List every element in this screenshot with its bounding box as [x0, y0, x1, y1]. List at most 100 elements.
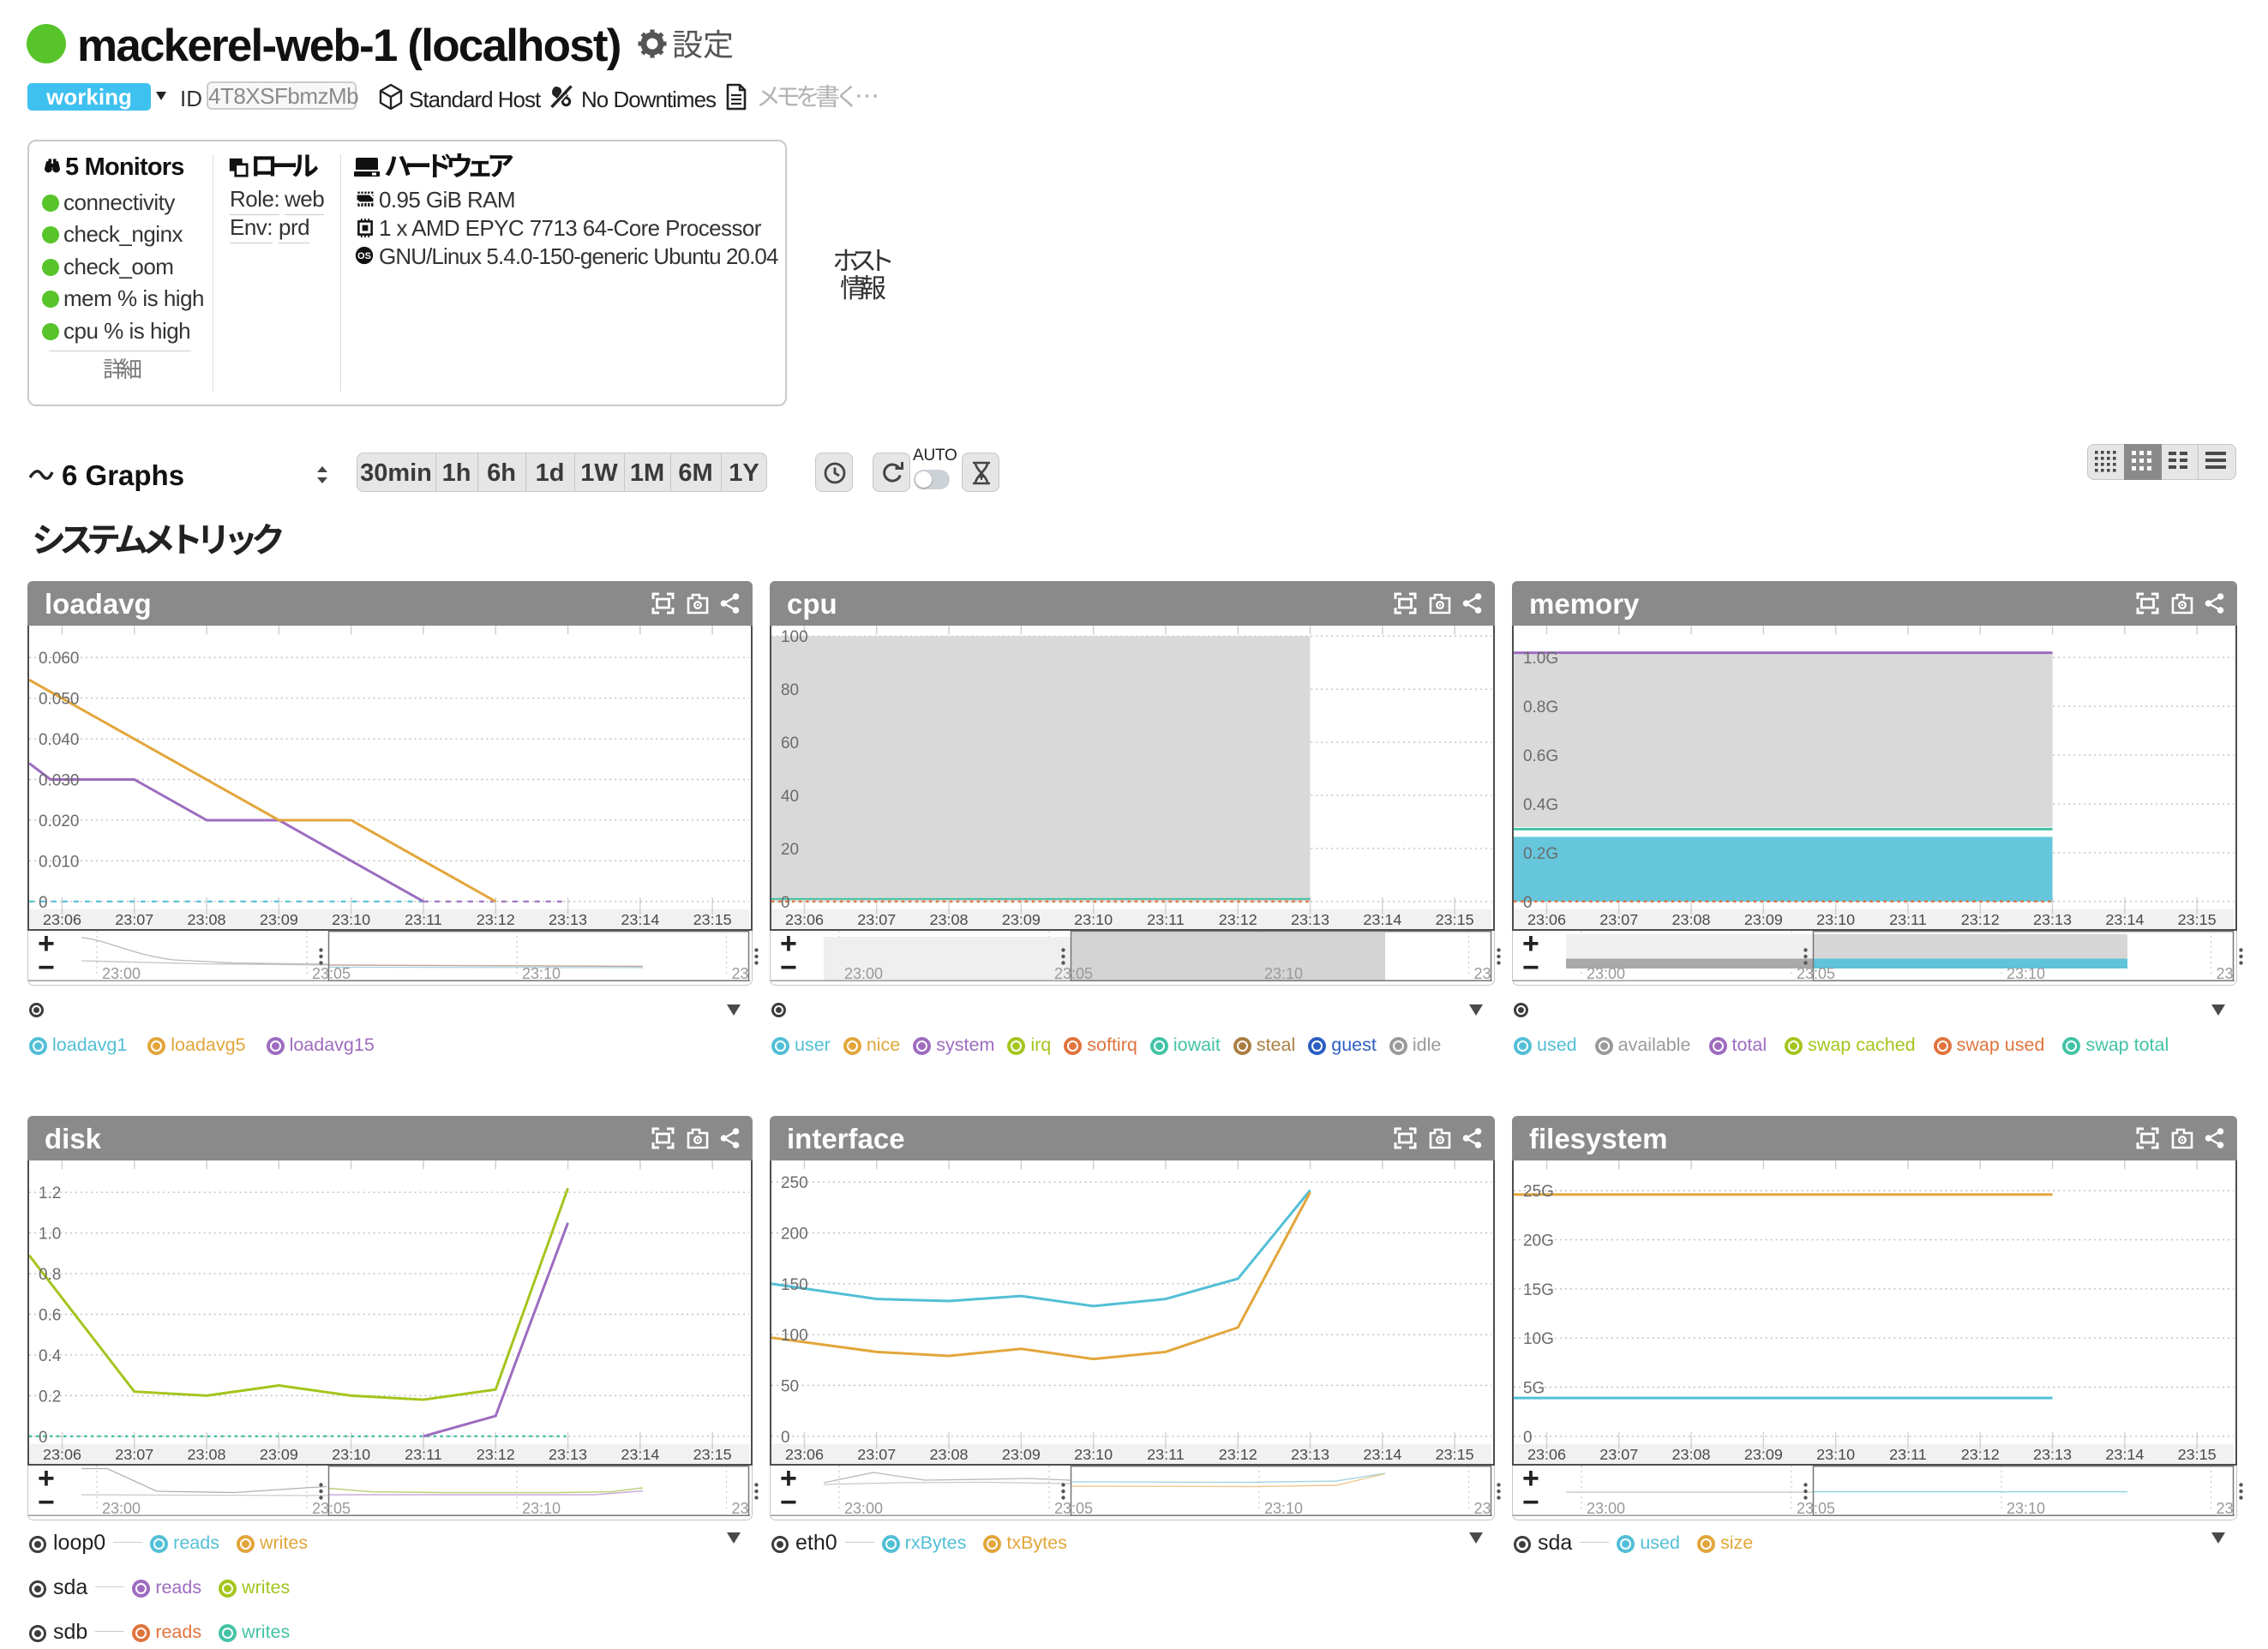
svg-text:23:13: 23:13: [1291, 1446, 1329, 1463]
svg-text:23:14: 23:14: [1363, 911, 1401, 928]
svg-text:23:12: 23:12: [477, 1446, 515, 1463]
svg-text:23:10: 23:10: [1816, 1446, 1855, 1463]
svg-text:23:09: 23:09: [1744, 1446, 1783, 1463]
svg-text:60: 60: [781, 735, 799, 753]
svg-text:23:15: 23:15: [2178, 911, 2217, 928]
svg-text:200: 200: [781, 1226, 808, 1244]
svg-text:0.8: 0.8: [39, 1266, 61, 1284]
svg-text:23:00: 23:00: [1587, 965, 1625, 982]
svg-text:20: 20: [781, 841, 799, 859]
svg-text:23:10: 23:10: [1264, 1500, 1303, 1517]
svg-text:23:06: 23:06: [1527, 911, 1566, 928]
svg-text:23:00: 23:00: [844, 965, 883, 982]
svg-text:23:10: 23:10: [1074, 1446, 1113, 1463]
svg-text:23:11: 23:11: [405, 911, 442, 928]
svg-text:23:10: 23:10: [1264, 965, 1303, 982]
svg-text:150: 150: [781, 1276, 808, 1294]
svg-text:23:09: 23:09: [260, 1446, 298, 1463]
svg-text:23:07: 23:07: [115, 1446, 153, 1463]
svg-text:23:12: 23:12: [1219, 911, 1257, 928]
svg-text:0: 0: [781, 894, 790, 912]
svg-text:23:10: 23:10: [332, 911, 370, 928]
svg-text:23:10: 23:10: [1074, 911, 1113, 928]
svg-text:23:05: 23:05: [1797, 1500, 1835, 1517]
svg-text:0.6: 0.6: [39, 1306, 61, 1324]
svg-text:23:14: 23:14: [621, 1446, 659, 1463]
svg-text:23:08: 23:08: [930, 911, 969, 928]
svg-text:23:12: 23:12: [1961, 1446, 2000, 1463]
svg-text:23:05: 23:05: [1054, 1500, 1093, 1517]
svg-text:0.6G: 0.6G: [1523, 747, 1558, 765]
svg-text:40: 40: [781, 788, 799, 806]
svg-text:20G: 20G: [1523, 1232, 1554, 1250]
svg-text:0.010: 0.010: [39, 853, 79, 871]
svg-text:23:08: 23:08: [188, 1446, 226, 1463]
svg-text:23:08: 23:08: [188, 911, 226, 928]
svg-text:23:10: 23:10: [2007, 965, 2045, 982]
svg-text:23:05: 23:05: [1797, 965, 1835, 982]
svg-text:0: 0: [39, 1429, 48, 1447]
svg-text:23:14: 23:14: [2105, 911, 2144, 928]
svg-text:23:15: 23:15: [1436, 911, 1474, 928]
svg-text:23:08: 23:08: [1672, 1446, 1711, 1463]
svg-text:23: 23: [732, 965, 749, 982]
svg-text:23:10: 23:10: [2007, 1500, 2045, 1517]
svg-text:0.020: 0.020: [39, 813, 79, 830]
svg-text:23:06: 23:06: [785, 1446, 824, 1463]
svg-text:23:07: 23:07: [115, 911, 153, 928]
svg-text:23:07: 23:07: [857, 911, 896, 928]
svg-text:23:05: 23:05: [1054, 965, 1093, 982]
svg-text:23:11: 23:11: [405, 1446, 442, 1463]
svg-text:0.2G: 0.2G: [1523, 845, 1558, 863]
svg-text:0.060: 0.060: [39, 650, 79, 668]
svg-text:23:11: 23:11: [1147, 911, 1185, 928]
svg-text:1.0: 1.0: [39, 1226, 61, 1244]
svg-text:23:08: 23:08: [930, 1446, 969, 1463]
svg-text:23:05: 23:05: [312, 1500, 351, 1517]
svg-text:5G: 5G: [1523, 1379, 1545, 1397]
svg-text:23:10: 23:10: [1816, 911, 1855, 928]
svg-text:23:12: 23:12: [1961, 911, 2000, 928]
svg-text:23:15: 23:15: [693, 911, 732, 928]
svg-text:0.2: 0.2: [39, 1388, 61, 1406]
svg-text:0.4: 0.4: [39, 1347, 61, 1365]
svg-text:25G: 25G: [1523, 1183, 1554, 1201]
svg-text:23:12: 23:12: [1219, 1446, 1257, 1463]
svg-text:23:05: 23:05: [312, 965, 351, 982]
svg-text:23:11: 23:11: [1889, 1446, 1927, 1463]
svg-text:23:13: 23:13: [2033, 1446, 2072, 1463]
svg-text:23:14: 23:14: [2105, 1446, 2144, 1463]
svg-text:OS: OS: [357, 251, 371, 261]
svg-text:23:10: 23:10: [332, 1446, 370, 1463]
svg-text:23:15: 23:15: [2178, 1446, 2217, 1463]
svg-text:250: 250: [781, 1174, 808, 1192]
svg-text:23:09: 23:09: [260, 911, 298, 928]
svg-text:23:09: 23:09: [1744, 911, 1783, 928]
svg-text:23:09: 23:09: [1002, 1446, 1041, 1463]
svg-text:0.050: 0.050: [39, 691, 79, 709]
svg-text:10G: 10G: [1523, 1330, 1554, 1348]
svg-text:23: 23: [1474, 965, 1491, 982]
svg-text:23:08: 23:08: [1672, 911, 1711, 928]
svg-text:0.040: 0.040: [39, 731, 79, 749]
svg-text:0.8G: 0.8G: [1523, 699, 1558, 717]
svg-text:23: 23: [2217, 1500, 2234, 1517]
svg-text:15G: 15G: [1523, 1281, 1554, 1299]
svg-text:0: 0: [39, 894, 48, 912]
svg-text:100: 100: [781, 628, 808, 646]
svg-text:23: 23: [1474, 1500, 1491, 1517]
svg-text:23:06: 23:06: [43, 1446, 81, 1463]
svg-text:23:00: 23:00: [102, 1500, 141, 1517]
svg-text:50: 50: [781, 1377, 799, 1395]
svg-text:0: 0: [1523, 894, 1533, 912]
svg-text:23:10: 23:10: [522, 965, 561, 982]
svg-text:23:12: 23:12: [477, 911, 515, 928]
svg-text:23:13: 23:13: [1291, 911, 1329, 928]
svg-text:23:00: 23:00: [844, 1500, 883, 1517]
svg-text:23:06: 23:06: [785, 911, 824, 928]
svg-text:23:06: 23:06: [43, 911, 81, 928]
svg-text:23:09: 23:09: [1002, 911, 1041, 928]
svg-text:23:13: 23:13: [549, 911, 587, 928]
svg-text:0.4G: 0.4G: [1523, 796, 1558, 814]
svg-text:1.0G: 1.0G: [1523, 650, 1558, 668]
